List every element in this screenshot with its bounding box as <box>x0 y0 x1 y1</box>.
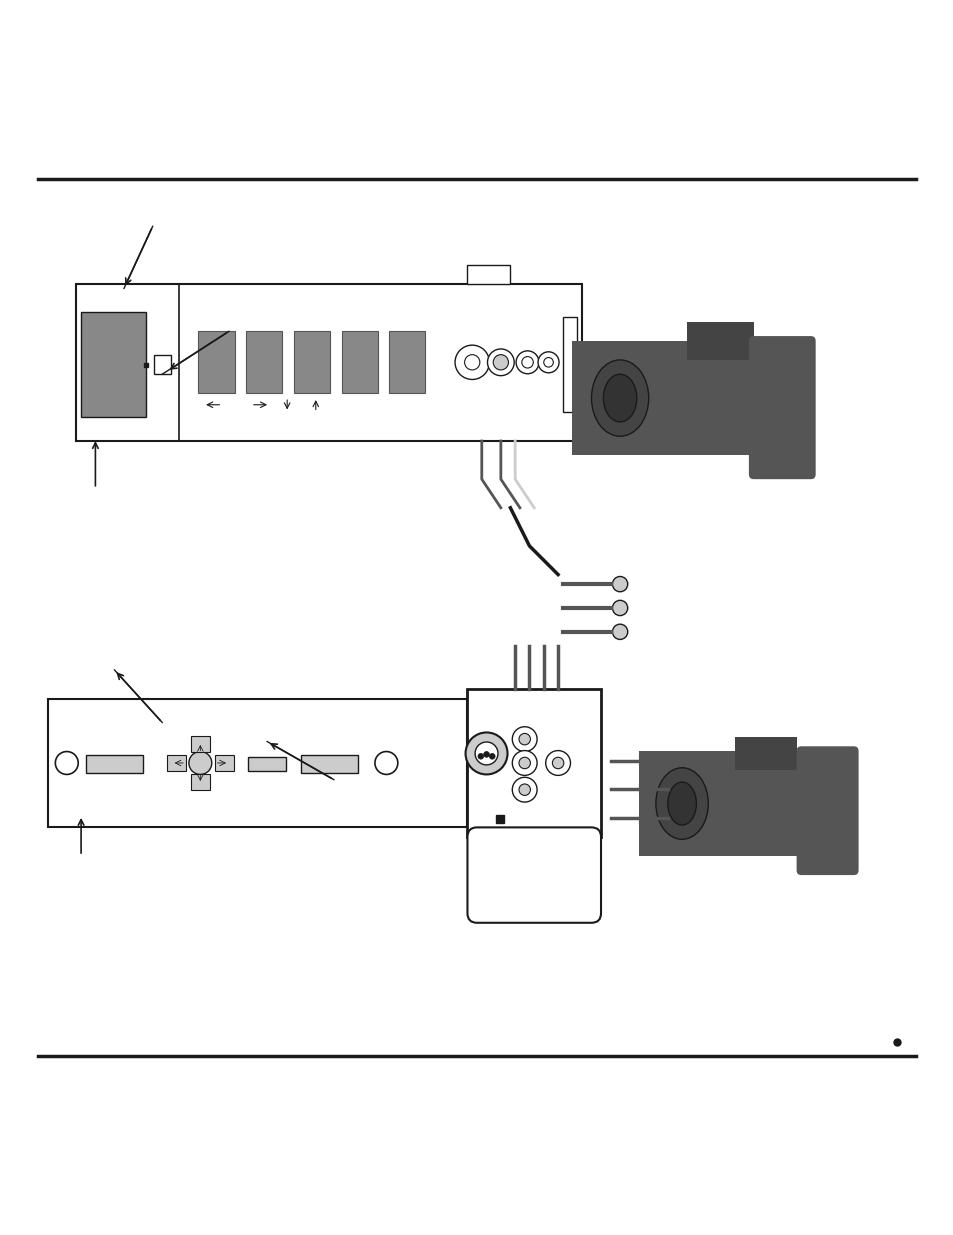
Circle shape <box>477 753 483 760</box>
FancyBboxPatch shape <box>796 746 858 876</box>
Circle shape <box>521 357 533 368</box>
Bar <box>639 755 672 767</box>
Circle shape <box>518 757 530 768</box>
Bar <box>572 341 810 456</box>
Ellipse shape <box>602 374 637 422</box>
Bar <box>300 756 357 773</box>
FancyBboxPatch shape <box>467 827 600 923</box>
Bar <box>467 264 510 284</box>
Circle shape <box>518 734 530 745</box>
Bar <box>639 813 672 824</box>
Circle shape <box>465 732 507 774</box>
Circle shape <box>483 752 489 757</box>
Circle shape <box>668 781 685 798</box>
Circle shape <box>512 751 537 776</box>
Bar <box>389 331 425 393</box>
Ellipse shape <box>656 768 708 840</box>
Circle shape <box>464 354 479 370</box>
Bar <box>214 756 233 771</box>
Ellipse shape <box>591 359 648 436</box>
Circle shape <box>516 351 538 374</box>
Circle shape <box>489 753 495 760</box>
Bar <box>167 756 186 771</box>
Circle shape <box>545 751 570 776</box>
Bar <box>496 815 503 823</box>
Circle shape <box>552 757 563 768</box>
Bar <box>81 312 146 417</box>
Bar <box>191 774 210 789</box>
Circle shape <box>55 752 78 774</box>
Circle shape <box>543 358 553 367</box>
Circle shape <box>375 752 397 774</box>
Bar <box>86 756 143 773</box>
Bar <box>734 737 796 771</box>
Circle shape <box>189 752 212 774</box>
Circle shape <box>455 345 489 379</box>
Circle shape <box>612 600 627 615</box>
Circle shape <box>668 809 685 826</box>
Bar <box>153 356 171 374</box>
Bar <box>341 331 377 393</box>
Bar <box>76 284 581 441</box>
Bar <box>686 322 753 359</box>
Circle shape <box>512 726 537 752</box>
Circle shape <box>512 777 537 802</box>
Circle shape <box>493 354 508 370</box>
Bar <box>467 689 600 837</box>
Bar <box>639 783 672 795</box>
Bar <box>198 331 234 393</box>
Bar <box>246 331 282 393</box>
Circle shape <box>518 784 530 795</box>
Bar <box>562 317 577 412</box>
Bar <box>48 699 467 827</box>
Ellipse shape <box>667 782 696 825</box>
Circle shape <box>487 350 514 375</box>
Circle shape <box>612 624 627 640</box>
Bar <box>248 757 286 771</box>
FancyBboxPatch shape <box>748 336 815 479</box>
Circle shape <box>668 752 685 769</box>
Bar <box>294 331 330 393</box>
Circle shape <box>475 742 497 764</box>
Bar <box>639 751 848 856</box>
Circle shape <box>537 352 558 373</box>
Circle shape <box>612 577 627 592</box>
Bar <box>191 736 210 752</box>
